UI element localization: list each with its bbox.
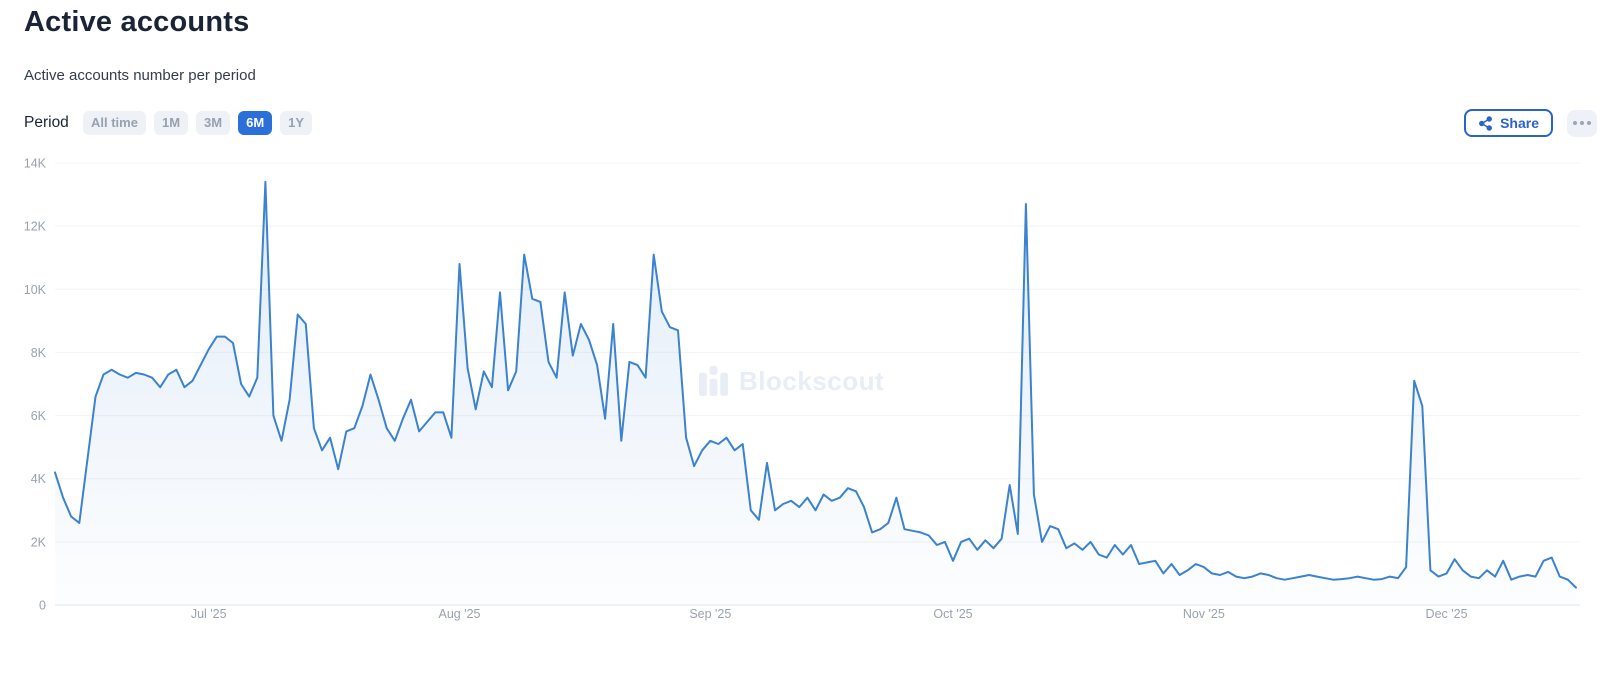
ellipsis-icon xyxy=(1573,121,1577,125)
x-axis-label: Dec '25 xyxy=(1426,607,1468,621)
share-icon xyxy=(1478,115,1493,131)
chart-area: 0 2K 4K 6K 8K 10K 12K 14K Jul '25 Aug '25 Sep '25 O… xyxy=(0,146,1621,646)
share-button[interactable]: Share xyxy=(1464,109,1553,137)
chart-canvas[interactable]: 0 2K 4K 6K 8K 10K 12K 14K Jul '25 Aug '25 Sep '25 O… xyxy=(0,146,1621,646)
page-subtitle: Active accounts number per period xyxy=(24,67,256,84)
area-fill xyxy=(55,181,1576,605)
line-series xyxy=(54,180,1577,589)
y-axis-label: 0 xyxy=(39,599,46,613)
period-selector: All time 1M 3M 6M 1Y xyxy=(83,111,313,135)
x-axis-label: Jul '25 xyxy=(191,607,227,621)
more-button[interactable] xyxy=(1567,109,1597,137)
y-axis-label: 12K xyxy=(24,220,47,234)
period-option-3m[interactable]: 3M xyxy=(196,111,231,135)
controls-row: Period All time 1M 3M 6M 1Y xyxy=(24,109,1597,137)
y-axis-label: 10K xyxy=(24,283,47,297)
y-axis-label: 4K xyxy=(31,472,47,486)
period-option-1m[interactable]: 1M xyxy=(153,111,189,135)
y-axis-label: 8K xyxy=(31,346,47,360)
x-axis-label: Sep '25 xyxy=(689,607,731,621)
y-axis-label: 2K xyxy=(31,535,47,549)
x-axis-label: Nov '25 xyxy=(1183,607,1225,621)
period-option-6m[interactable]: 6M xyxy=(238,111,273,135)
page-title: Active accounts xyxy=(24,6,250,38)
share-button-label: Share xyxy=(1500,115,1539,131)
header-actions: Share xyxy=(1464,109,1597,137)
period-option-1y[interactable]: 1Y xyxy=(280,111,313,135)
y-axis-label: 14K xyxy=(24,157,47,171)
y-axis-label: 6K xyxy=(31,409,47,423)
x-axis-label: Oct '25 xyxy=(933,607,972,621)
period-label: Period xyxy=(24,114,69,131)
period-option-all-time[interactable]: All time xyxy=(83,111,146,135)
x-axis-label: Aug '25 xyxy=(439,607,481,621)
